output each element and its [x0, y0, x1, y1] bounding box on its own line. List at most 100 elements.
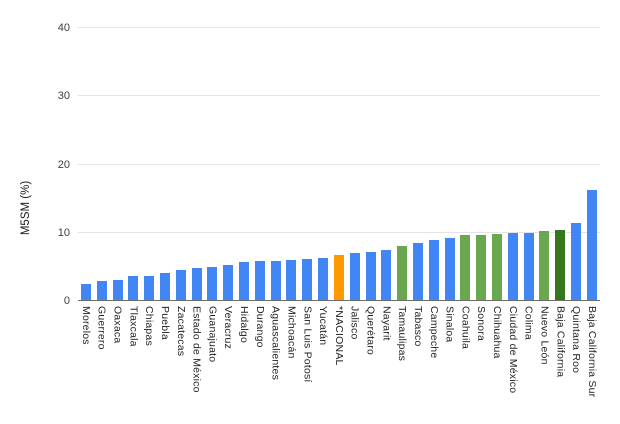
bar[interactable]	[191, 268, 202, 301]
x-axis-label: Nuevo León	[538, 306, 551, 365]
bar[interactable]	[539, 231, 550, 301]
bar-slot	[410, 28, 426, 301]
x-label-slot: Coahuila	[458, 306, 474, 349]
bar[interactable]	[270, 260, 281, 301]
x-axis-label: Campeche	[427, 306, 440, 359]
bar-slot	[505, 28, 521, 301]
x-axis-label: *NACIONAL	[332, 306, 345, 366]
bar[interactable]	[492, 234, 503, 301]
bar-slot	[205, 28, 221, 301]
x-label-slot: Baja California Sur	[584, 306, 600, 397]
gridline	[78, 95, 600, 97]
plot-area	[78, 27, 600, 301]
bar-slot	[78, 28, 94, 301]
x-axis-label: Yucatán	[317, 306, 330, 346]
x-label-slot: Sinaloa	[442, 306, 458, 342]
x-axis-labels: Morelos Guerrero Oaxaca Tlaxcala Chiapas Pueb…	[78, 306, 600, 424]
x-axis-label: Aguascalientes	[269, 306, 282, 381]
x-label-slot: Morelos	[78, 306, 94, 345]
x-axis-label: Zacatecas	[174, 306, 187, 357]
bar[interactable]	[254, 261, 265, 301]
x-axis-label: Morelos	[79, 306, 92, 345]
x-label-slot: Tamaulipas	[394, 306, 410, 361]
x-label-slot: Chihuahua	[489, 306, 505, 359]
x-label-slot: Estado de México	[189, 306, 205, 393]
bar[interactable]	[175, 269, 186, 301]
x-label-slot: Campeche	[426, 306, 442, 358]
x-axis-label: Sonora	[475, 306, 488, 342]
x-axis-label: San Luis Potosí	[301, 306, 314, 383]
bar[interactable]	[507, 233, 518, 301]
x-label-slot: Zacatecas	[173, 306, 189, 356]
x-label-slot: Guerrero	[94, 306, 110, 350]
bar-slot	[315, 28, 331, 301]
x-axis-label: Jalisco	[348, 306, 361, 340]
gridline	[78, 27, 600, 28]
x-label-slot: Yucatán	[315, 306, 331, 345]
x-axis-label: Michoacán	[285, 306, 298, 359]
bar[interactable]	[571, 222, 582, 301]
x-axis-label: Hidalgo	[238, 306, 251, 344]
bar-series	[78, 28, 600, 301]
bar[interactable]	[207, 266, 218, 301]
x-label-slot: Ciudad de México	[505, 306, 521, 393]
bar[interactable]	[444, 238, 455, 301]
bar-slot	[552, 28, 568, 301]
x-axis-label: Durango	[253, 306, 266, 348]
bar-slot	[157, 28, 173, 301]
x-axis-label: Baja California	[554, 306, 567, 378]
bar[interactable]	[239, 262, 250, 301]
bar[interactable]	[333, 255, 344, 301]
x-label-slot: Aguascalientes	[268, 306, 284, 380]
bar[interactable]	[159, 273, 170, 301]
bar[interactable]	[349, 253, 360, 301]
bar[interactable]	[523, 232, 534, 301]
y-tick-label: 40	[57, 22, 70, 34]
x-axis-label: Chiapas	[143, 306, 156, 346]
x-label-slot: Jalisco	[347, 306, 363, 340]
bar[interactable]	[318, 258, 329, 301]
x-axis-label: Coahuila	[459, 306, 472, 350]
bar-slot	[426, 28, 442, 301]
bar-slot	[347, 28, 363, 301]
bar[interactable]	[223, 264, 234, 301]
x-label-slot: Chiapas	[141, 306, 157, 346]
bar[interactable]	[365, 251, 376, 301]
bar-slot	[568, 28, 584, 301]
bar-slot	[363, 28, 379, 301]
x-label-slot: Quintana Roo	[568, 306, 584, 373]
x-axis-label: Puebla	[158, 306, 171, 340]
x-label-slot: Nuevo León	[537, 306, 553, 365]
bar-slot	[220, 28, 236, 301]
x-label-slot: Baja California	[552, 306, 568, 377]
bar-slot	[236, 28, 252, 301]
y-tick-label: 0	[63, 295, 70, 307]
bar-slot	[442, 28, 458, 301]
bar[interactable]	[80, 283, 91, 301]
x-label-slot: *NACIONAL	[331, 306, 347, 366]
bar[interactable]	[144, 275, 155, 301]
bar[interactable]	[381, 249, 392, 301]
bar[interactable]	[112, 279, 123, 301]
x-label-slot: Sonora	[473, 306, 489, 341]
x-label-slot: Querétaro	[363, 306, 379, 355]
bar[interactable]	[412, 243, 423, 301]
x-axis-label: Tlaxcala	[127, 306, 140, 347]
bar[interactable]	[428, 239, 439, 301]
bar-slot	[584, 28, 600, 301]
bar[interactable]	[128, 276, 139, 301]
bar[interactable]	[460, 235, 471, 301]
bar[interactable]	[96, 280, 107, 301]
bar-slot	[521, 28, 537, 301]
x-label-slot: Oaxaca	[110, 306, 126, 343]
bar[interactable]	[397, 245, 408, 301]
bar[interactable]	[586, 189, 597, 301]
bar[interactable]	[286, 260, 297, 301]
bar[interactable]	[302, 258, 313, 301]
x-label-slot: Veracruz	[220, 306, 236, 349]
x-axis-label: Querétaro	[364, 306, 377, 356]
x-axis-label: Veracruz	[222, 306, 235, 350]
bar[interactable]	[555, 230, 566, 301]
bar[interactable]	[476, 234, 487, 301]
